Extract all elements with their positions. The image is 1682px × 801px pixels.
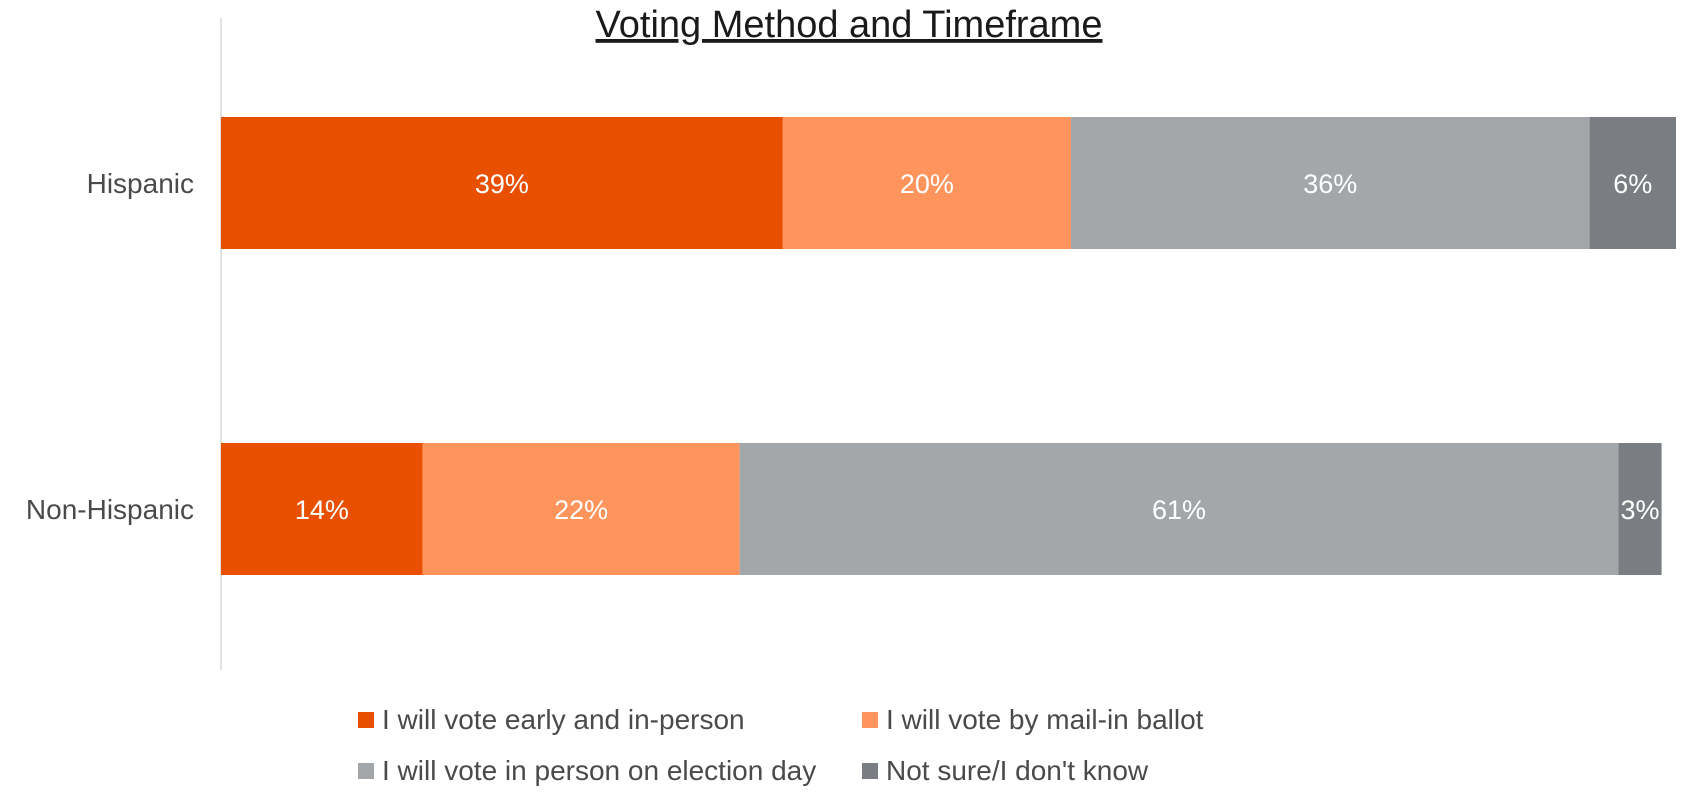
data-label: 3%: [1620, 495, 1659, 525]
data-label: 36%: [1303, 169, 1357, 199]
category-labels: Hispanic Non-Hispanic: [26, 168, 194, 525]
legend-swatch: [862, 763, 878, 779]
bar-segment: [422, 443, 740, 575]
bar-segment: [1589, 117, 1676, 249]
legend-label: I will vote early and in-person: [382, 704, 745, 735]
data-label: 6%: [1613, 169, 1652, 199]
legend: I will vote early and in-person I will vo…: [358, 704, 1204, 786]
data-label: 39%: [475, 169, 529, 199]
data-label: 22%: [554, 495, 608, 525]
bar-segment: [1070, 117, 1590, 249]
bars-layer: 39% 20% 36% 6% 14% 22% 61% 3%: [221, 117, 1676, 575]
bar-segment: [221, 443, 423, 575]
category-label: Hispanic: [87, 168, 194, 199]
legend-swatch: [358, 712, 374, 728]
legend-swatch: [358, 763, 374, 779]
bar-segment: [782, 117, 1071, 249]
chart-title: Voting Method and Timeframe: [596, 4, 1103, 46]
legend-label: Not sure/I don't know: [886, 755, 1149, 786]
bar-segment: [221, 117, 783, 249]
data-label: 61%: [1152, 495, 1206, 525]
bar-segment: [1618, 443, 1662, 575]
category-label: Non-Hispanic: [26, 494, 194, 525]
legend-swatch: [862, 712, 878, 728]
legend-label: I will vote by mail-in ballot: [886, 704, 1204, 735]
data-label: 20%: [900, 169, 954, 199]
legend-label: I will vote in person on election day: [382, 755, 816, 786]
bar-segment: [739, 443, 1619, 575]
data-label: 14%: [295, 495, 349, 525]
